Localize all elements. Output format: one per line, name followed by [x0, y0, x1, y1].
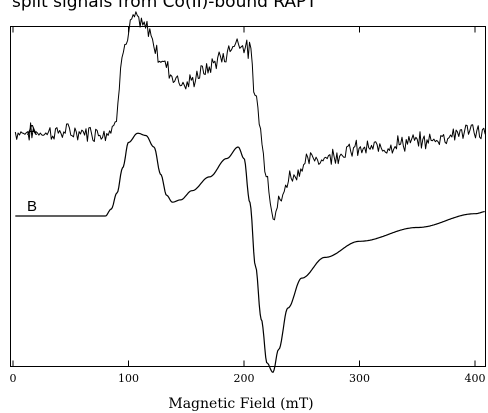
series-group: AB — [14, 11, 486, 373]
x-tick-label: 200 — [234, 372, 255, 385]
series-line-a — [14, 11, 486, 221]
series-label-a: A — [27, 122, 37, 139]
figure-caption: split signals from Co(II)-bound RAPT — [12, 0, 317, 12]
x-axis-label: Magnetic Field (mT) — [168, 396, 313, 412]
plot-frame — [10, 26, 486, 367]
x-tick-label: 400 — [465, 372, 486, 385]
x-tick-label: 100 — [118, 372, 139, 385]
x-axis-ticks: 0 100 200 300 400 — [10, 26, 486, 385]
series-line-b — [15, 132, 485, 373]
series-label-b: B — [27, 198, 37, 215]
x-tick-label: 0 — [10, 372, 17, 385]
x-tick-label: 300 — [349, 372, 370, 385]
